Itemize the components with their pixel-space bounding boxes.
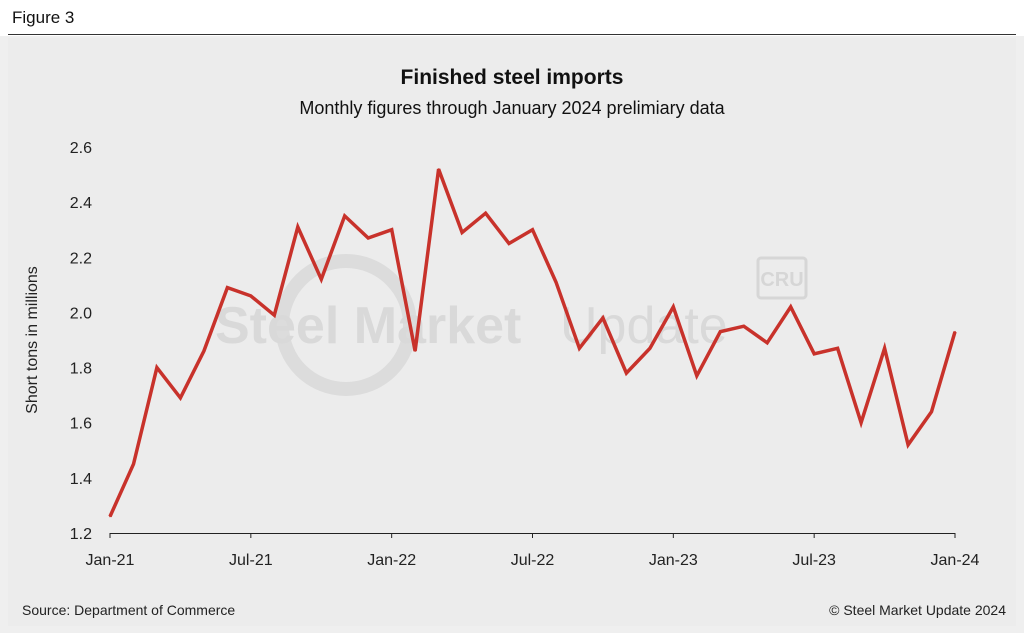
data-point <box>156 366 158 369</box>
data-point <box>250 295 252 297</box>
y-tick-label: 2.2 <box>70 250 92 267</box>
data-point <box>390 228 393 231</box>
data-point <box>132 463 135 465</box>
data-point <box>883 347 886 350</box>
watermark-text-right: Update <box>560 297 728 355</box>
data-point <box>437 168 440 170</box>
data-point <box>625 372 628 374</box>
data-point <box>414 350 416 352</box>
data-point <box>203 350 205 352</box>
data-point <box>531 228 534 231</box>
data-point <box>578 347 581 350</box>
data-point <box>907 443 909 446</box>
x-tick-label: Jan-23 <box>649 552 698 569</box>
y-tick-label: 1.2 <box>70 526 92 543</box>
data-point <box>367 237 369 239</box>
data-point <box>649 347 651 350</box>
data-point <box>343 215 346 217</box>
data-point <box>789 306 792 308</box>
data-point <box>461 231 463 234</box>
data-point <box>296 226 299 228</box>
x-tick-label: Jul-22 <box>511 552 555 569</box>
data-point <box>602 317 604 319</box>
data-point <box>836 347 839 350</box>
axes: 1.2 1.4 1.6 1.8 2.0 2.2 2.4 2.6 Jan-21 Jul-21 Jan-… <box>24 140 980 569</box>
data-point <box>484 212 487 214</box>
y-tick-label: 2.6 <box>70 140 92 157</box>
source-note: Source: Department of Commerce <box>22 602 236 618</box>
figure-header: Figure 3 <box>0 0 1024 36</box>
data-point <box>813 352 815 355</box>
data-point <box>930 410 933 413</box>
copyright-note: © Steel Market Update 2024 <box>829 602 1006 618</box>
chart-subtitle: Monthly figures through January 2024 pre… <box>299 98 725 118</box>
data-point <box>555 281 557 283</box>
watermark: Steel Market Update CRU <box>215 254 808 396</box>
data-point <box>508 242 510 245</box>
x-tick-label: Jan-21 <box>86 552 135 569</box>
y-tick-label: 1.4 <box>70 471 92 488</box>
data-point <box>766 341 769 344</box>
x-tick-label: Jul-21 <box>229 552 273 569</box>
chart-title: Finished steel imports <box>400 66 624 89</box>
y-tick-label: 1.8 <box>70 361 92 378</box>
data-point <box>179 397 182 399</box>
data-point <box>954 330 956 333</box>
x-tick-label: Jul-23 <box>792 552 836 569</box>
watermark-badge-frame <box>756 256 808 300</box>
chart-panel <box>8 38 1016 626</box>
data-point <box>109 515 111 518</box>
y-tick-label: 1.6 <box>70 416 92 433</box>
series-layer <box>108 168 957 518</box>
data-point <box>742 325 745 328</box>
data-point <box>672 306 675 308</box>
data-point <box>320 278 323 281</box>
x-tick-label: Jan-22 <box>367 552 416 569</box>
y-tick-label: 2.4 <box>70 195 92 212</box>
data-point <box>719 330 722 333</box>
header-divider <box>8 34 1016 35</box>
y-tick-label: 2.0 <box>70 305 92 322</box>
x-tick-label: Jan-24 <box>931 552 980 569</box>
y-axis-label: Short tons in millions <box>24 266 41 414</box>
watermark-badge: CRU <box>760 269 803 291</box>
data-point <box>226 286 229 289</box>
data-point <box>860 421 862 424</box>
figure-label: Figure 3 <box>12 8 75 27</box>
data-point <box>696 375 698 377</box>
data-point <box>273 314 276 316</box>
